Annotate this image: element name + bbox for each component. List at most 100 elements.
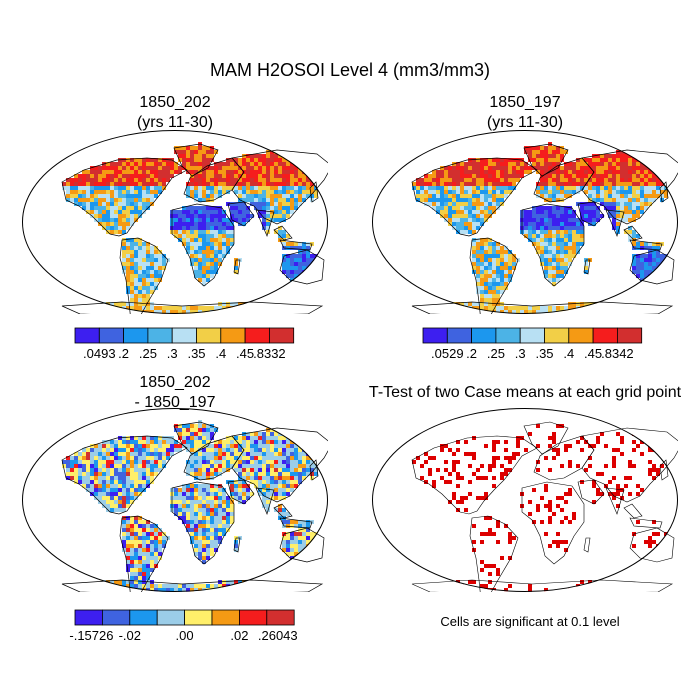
grid-cell (290, 254, 294, 258)
grid-cell (314, 468, 318, 472)
grid-cell (286, 452, 290, 456)
grid-cell (274, 310, 278, 314)
grid-cell (242, 310, 246, 314)
grid-cell (134, 246, 138, 250)
grid-cell (278, 436, 282, 440)
grid-cell (130, 306, 134, 310)
colorbar-label: .8332 (253, 346, 286, 361)
grid-cell (528, 230, 532, 234)
grid-cell (130, 436, 134, 440)
grid-cell (230, 238, 234, 242)
grid-cell (314, 452, 318, 456)
grid-cell (548, 262, 552, 266)
grid-cell (194, 504, 198, 508)
grid-cell (290, 210, 294, 214)
grid-cell (588, 310, 592, 314)
grid-cell (154, 158, 158, 162)
grid-cell (472, 170, 476, 174)
significant-cell (616, 484, 620, 488)
grid-cell (142, 536, 146, 540)
grid-cell (258, 484, 262, 488)
grid-cell (444, 166, 448, 170)
grid-cell (568, 230, 572, 234)
significant-cell (548, 500, 552, 504)
grid-cell (102, 222, 106, 226)
grid-cell (250, 182, 254, 186)
grid-cell (118, 174, 122, 178)
grid-cell (206, 242, 210, 246)
grid-cell (636, 262, 640, 266)
grid-cell (540, 146, 544, 150)
grid-cell (238, 210, 242, 214)
grid-cell (86, 210, 90, 214)
grid-cell (420, 198, 424, 202)
grid-cell (122, 488, 126, 492)
grid-cell (488, 162, 492, 166)
grid-cell (194, 166, 198, 170)
grid-cell (270, 166, 274, 170)
grid-cell (286, 254, 290, 258)
grid-cell (214, 464, 218, 468)
grid-cell (158, 536, 162, 540)
grid-cell (632, 186, 636, 190)
grid-cell (258, 460, 262, 464)
grid-cell (122, 460, 126, 464)
significant-cell (580, 448, 584, 452)
grid-cell (250, 588, 254, 592)
grid-cell (206, 150, 210, 154)
grid-cell (154, 182, 158, 186)
grid-cell (118, 456, 122, 460)
grid-cell (222, 250, 226, 254)
grid-cell (560, 258, 564, 262)
grid-cell (476, 306, 480, 310)
grid-cell (492, 262, 496, 266)
grid-cell (218, 250, 222, 254)
significant-cell (548, 504, 552, 508)
grid-cell (608, 214, 612, 218)
grid-cell (190, 500, 194, 504)
grid-cell (274, 206, 278, 210)
grid-cell (114, 182, 118, 186)
grid-cell (484, 170, 488, 174)
grid-cell (476, 266, 480, 270)
grid-cell (310, 158, 314, 162)
grid-cell (130, 588, 134, 592)
grid-cell (206, 218, 210, 222)
grid-cell (318, 158, 322, 162)
grid-cell (242, 162, 246, 166)
grid-cell (652, 266, 656, 270)
grid-cell (158, 456, 162, 460)
grid-cell (600, 158, 604, 162)
grid-cell (78, 306, 82, 310)
grid-cell (190, 472, 194, 476)
grid-cell (544, 306, 548, 310)
grid-cell (142, 258, 146, 262)
grid-cell (496, 194, 500, 198)
grid-cell (134, 544, 138, 548)
grid-cell (202, 206, 206, 210)
grid-cell (134, 460, 138, 464)
significant-cell (620, 436, 624, 440)
significant-cell (444, 460, 448, 464)
grid-cell (158, 452, 162, 456)
grid-cell (94, 476, 98, 480)
grid-cell (608, 186, 612, 190)
grid-cell (106, 206, 110, 210)
grid-cell (150, 162, 154, 166)
grid-cell (98, 472, 102, 476)
significant-cell (500, 476, 504, 480)
significant-cell (528, 588, 532, 592)
grid-cell (214, 266, 218, 270)
grid-cell (78, 452, 82, 456)
grid-cell (250, 468, 254, 472)
grid-cell (306, 532, 310, 536)
significance-caption: Cells are significant at 0.1 level (440, 614, 620, 629)
grid-cell (286, 206, 290, 210)
grid-cell (536, 154, 540, 158)
grid-cell (616, 170, 620, 174)
grid-cell (82, 174, 86, 178)
grid-cell (648, 182, 652, 186)
grid-cell (198, 536, 202, 540)
grid-cell (616, 222, 620, 226)
grid-cell (202, 270, 206, 274)
